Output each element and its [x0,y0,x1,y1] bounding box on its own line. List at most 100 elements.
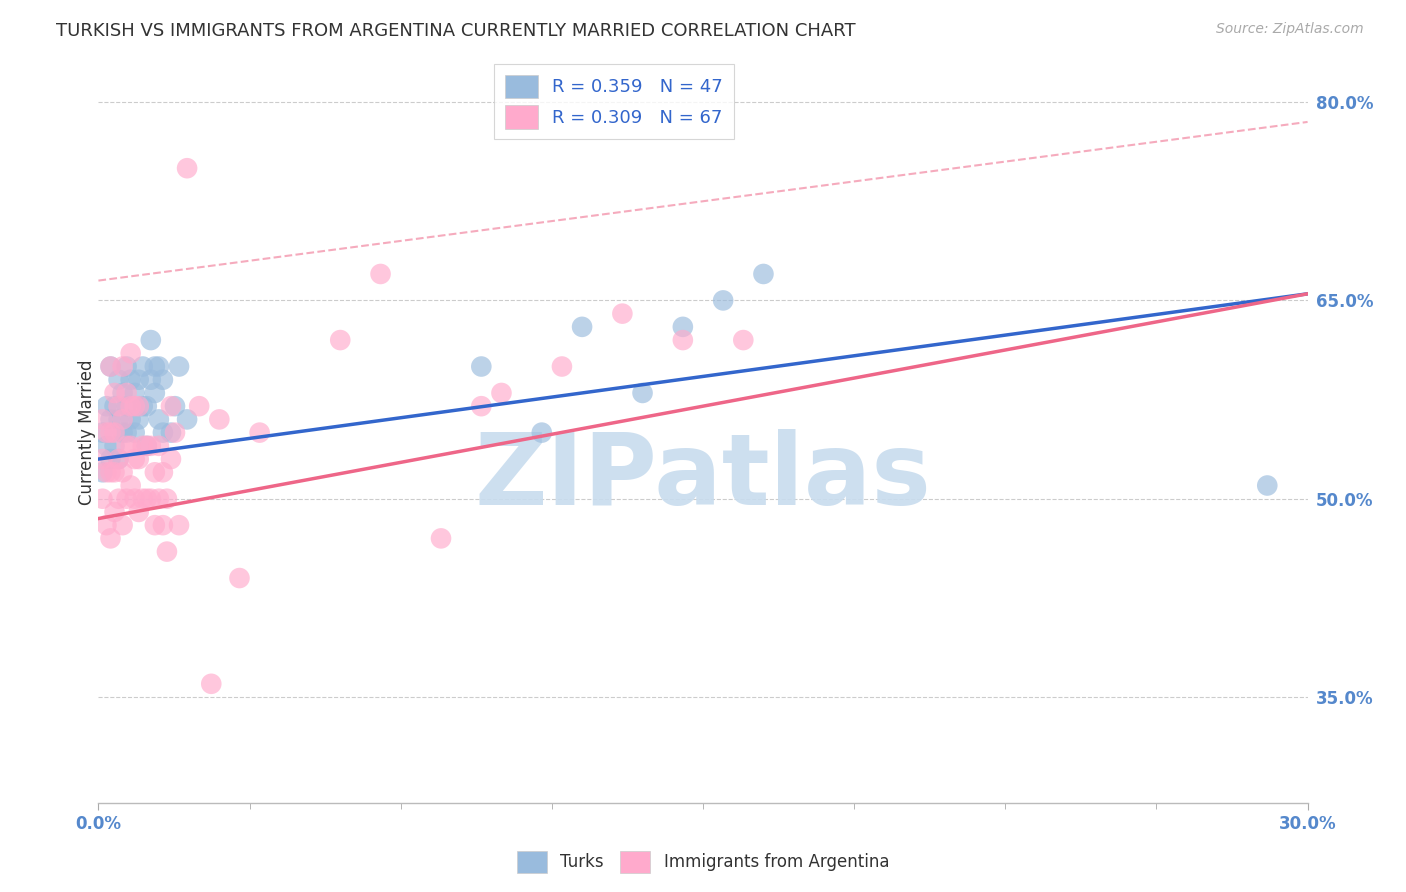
Point [156,544,179,558]
Text: Source: ZipAtlas.com: Source: ZipAtlas.com [1216,22,1364,37]
Point [152,425,174,440]
Point [124,491,146,506]
Point [120,439,142,453]
Point [128,412,150,426]
Point [470,399,492,413]
Point [124,399,146,413]
Point [100,425,122,440]
Point [100,412,122,426]
Point [124,386,146,401]
Point [132,399,155,413]
Point [208,412,231,426]
Point [143,465,166,479]
Text: ZIPatlas: ZIPatlas [475,428,931,525]
Point [135,439,157,453]
Point [107,373,129,387]
Point [160,399,183,413]
Point [329,333,352,347]
Point [148,439,170,453]
Point [139,373,162,387]
Point [120,346,142,360]
Point [132,439,155,453]
Text: TURKISH VS IMMIGRANTS FROM ARGENTINA CURRENTLY MARRIED CORRELATION CHART: TURKISH VS IMMIGRANTS FROM ARGENTINA CUR… [56,22,856,40]
Point [103,505,125,519]
Y-axis label: Currently Married: Currently Married [79,359,96,506]
Point [143,518,166,533]
Point [139,439,162,453]
Point [124,425,146,440]
Point [470,359,492,374]
Point [96,439,118,453]
Point [160,452,183,467]
Point [752,267,775,281]
Point [188,399,211,413]
Point [135,399,157,413]
Point [107,452,129,467]
Point [111,465,134,479]
Point [139,491,162,506]
Point [139,333,162,347]
Point [176,161,198,176]
Point [156,491,179,506]
Point [672,333,695,347]
Point [430,532,453,546]
Point [115,491,138,506]
Point [249,425,271,440]
Point [111,425,134,440]
Point [120,373,142,387]
Point [132,491,155,506]
Point [733,333,755,347]
Point [163,425,186,440]
Point [143,386,166,401]
Point [160,425,183,440]
Point [115,439,138,453]
Point [551,359,574,374]
Point [107,399,129,413]
Point [111,359,134,374]
Point [152,373,174,387]
Point [103,425,125,440]
Point [571,319,593,334]
Point [120,399,142,413]
Point [370,267,392,281]
Point [103,386,125,401]
Point [672,319,695,334]
Point [152,465,174,479]
Point [103,465,125,479]
Point [91,412,114,426]
Point [103,439,125,453]
Point [135,491,157,506]
Point [200,677,222,691]
Point [100,359,122,374]
Point [100,452,122,467]
Point [128,373,150,387]
Point [631,386,654,401]
Point [96,425,118,440]
Point [100,359,122,374]
Point [711,293,734,308]
Point [148,412,170,426]
Point [124,452,146,467]
Point [1256,478,1278,492]
Point [103,399,125,413]
Point [148,491,170,506]
Legend: Turks, Immigrants from Argentina: Turks, Immigrants from Argentina [510,845,896,880]
Point [491,386,513,401]
Point [530,425,553,440]
Point [111,518,134,533]
Point [128,399,150,413]
Point [115,359,138,374]
Point [91,425,114,440]
Point [612,307,634,321]
Point [135,439,157,453]
Point [120,412,142,426]
Point [148,359,170,374]
Point [107,452,129,467]
Point [176,412,198,426]
Point [100,465,122,479]
Point [152,518,174,533]
Point [115,425,138,440]
Point [163,399,186,413]
Point [115,399,138,413]
Point [107,491,129,506]
